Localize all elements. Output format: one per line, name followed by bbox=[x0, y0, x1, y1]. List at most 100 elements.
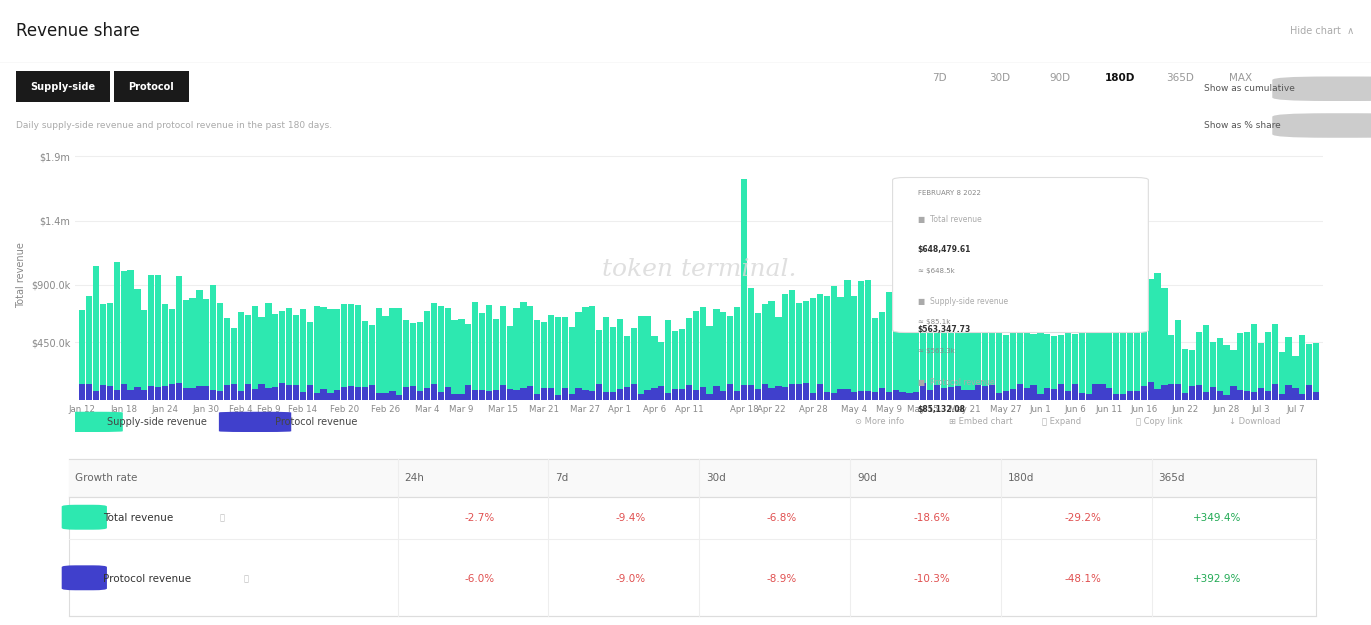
Bar bbox=[1024, 329, 1030, 400]
FancyBboxPatch shape bbox=[62, 505, 107, 530]
Bar bbox=[369, 326, 374, 400]
Bar bbox=[403, 387, 410, 400]
Bar bbox=[1141, 316, 1148, 400]
Bar bbox=[679, 329, 686, 400]
Bar bbox=[355, 388, 361, 400]
Bar bbox=[314, 393, 319, 400]
Bar bbox=[720, 391, 727, 400]
Bar bbox=[1072, 384, 1078, 400]
Bar bbox=[499, 385, 506, 400]
Bar bbox=[1120, 394, 1126, 400]
Bar bbox=[148, 386, 155, 400]
Bar bbox=[596, 330, 602, 400]
Bar bbox=[155, 388, 162, 400]
Text: 30d: 30d bbox=[706, 473, 725, 483]
Bar bbox=[134, 289, 141, 400]
Bar bbox=[797, 302, 802, 400]
Text: Revenue share: Revenue share bbox=[16, 22, 140, 40]
Bar bbox=[1209, 387, 1216, 400]
Bar bbox=[941, 304, 947, 400]
Bar bbox=[658, 342, 665, 400]
Bar bbox=[1286, 338, 1291, 400]
Bar bbox=[134, 387, 141, 400]
FancyBboxPatch shape bbox=[51, 412, 123, 432]
Bar bbox=[872, 318, 877, 400]
Bar bbox=[1265, 391, 1271, 400]
Text: -9.4%: -9.4% bbox=[616, 513, 646, 523]
FancyBboxPatch shape bbox=[69, 459, 1316, 616]
Bar bbox=[521, 388, 526, 400]
Bar bbox=[762, 304, 768, 400]
Bar bbox=[1237, 390, 1243, 400]
Bar bbox=[865, 279, 871, 400]
Bar bbox=[528, 306, 533, 400]
Bar bbox=[341, 388, 347, 400]
Bar bbox=[548, 388, 554, 400]
Bar bbox=[968, 391, 975, 400]
Bar bbox=[217, 302, 223, 400]
Bar bbox=[817, 384, 823, 400]
Bar bbox=[920, 292, 927, 400]
Text: Growth rate: Growth rate bbox=[75, 473, 137, 483]
Bar bbox=[1100, 329, 1105, 400]
Bar bbox=[100, 304, 106, 400]
Bar bbox=[514, 390, 520, 400]
Bar bbox=[651, 336, 658, 400]
Bar bbox=[831, 392, 836, 400]
Bar bbox=[280, 311, 285, 400]
Bar bbox=[988, 385, 995, 400]
Bar bbox=[727, 316, 733, 400]
Bar bbox=[389, 391, 396, 400]
Bar bbox=[754, 389, 761, 400]
Bar bbox=[872, 392, 877, 400]
Text: Supply-side: Supply-side bbox=[30, 81, 96, 91]
Bar bbox=[1106, 388, 1112, 400]
Bar bbox=[638, 394, 644, 400]
Bar bbox=[1045, 389, 1050, 400]
Bar bbox=[1202, 326, 1209, 400]
Bar bbox=[824, 392, 829, 400]
Bar bbox=[1196, 332, 1202, 400]
Bar bbox=[542, 322, 547, 400]
Bar bbox=[817, 294, 823, 400]
Bar bbox=[478, 391, 485, 400]
Bar bbox=[686, 384, 692, 400]
Bar bbox=[300, 392, 306, 400]
Bar bbox=[1257, 388, 1264, 400]
Text: -10.3%: -10.3% bbox=[914, 574, 950, 584]
Bar bbox=[403, 320, 410, 400]
Bar bbox=[603, 392, 609, 400]
Text: ↓ Download: ↓ Download bbox=[1230, 418, 1281, 426]
Bar bbox=[430, 384, 437, 400]
Text: ⊙ More info: ⊙ More info bbox=[856, 418, 905, 426]
Bar bbox=[369, 384, 374, 400]
Bar bbox=[644, 390, 651, 400]
Bar bbox=[169, 384, 175, 400]
Bar bbox=[590, 391, 595, 400]
Bar bbox=[1279, 352, 1285, 400]
Bar bbox=[692, 391, 699, 400]
Text: ■  Supply-side revenue: ■ Supply-side revenue bbox=[917, 298, 1008, 306]
Bar bbox=[927, 322, 934, 400]
Bar bbox=[968, 317, 975, 400]
Bar bbox=[1148, 279, 1154, 400]
Bar bbox=[617, 319, 622, 400]
Bar bbox=[845, 281, 850, 400]
Bar bbox=[720, 312, 727, 400]
Text: +392.9%: +392.9% bbox=[1193, 574, 1241, 584]
Bar bbox=[576, 388, 581, 400]
Bar bbox=[162, 386, 169, 400]
Bar bbox=[831, 286, 836, 400]
Bar bbox=[665, 393, 672, 400]
Text: -9.0%: -9.0% bbox=[616, 574, 646, 584]
Bar bbox=[465, 324, 472, 400]
Bar bbox=[740, 384, 747, 400]
Bar bbox=[1257, 343, 1264, 400]
Text: ■  Protocol revenue: ■ Protocol revenue bbox=[917, 378, 994, 386]
Bar bbox=[624, 336, 629, 400]
Bar bbox=[128, 390, 133, 400]
Bar bbox=[417, 391, 424, 400]
Bar bbox=[1100, 384, 1105, 400]
Bar bbox=[141, 310, 148, 400]
Bar bbox=[362, 387, 367, 400]
